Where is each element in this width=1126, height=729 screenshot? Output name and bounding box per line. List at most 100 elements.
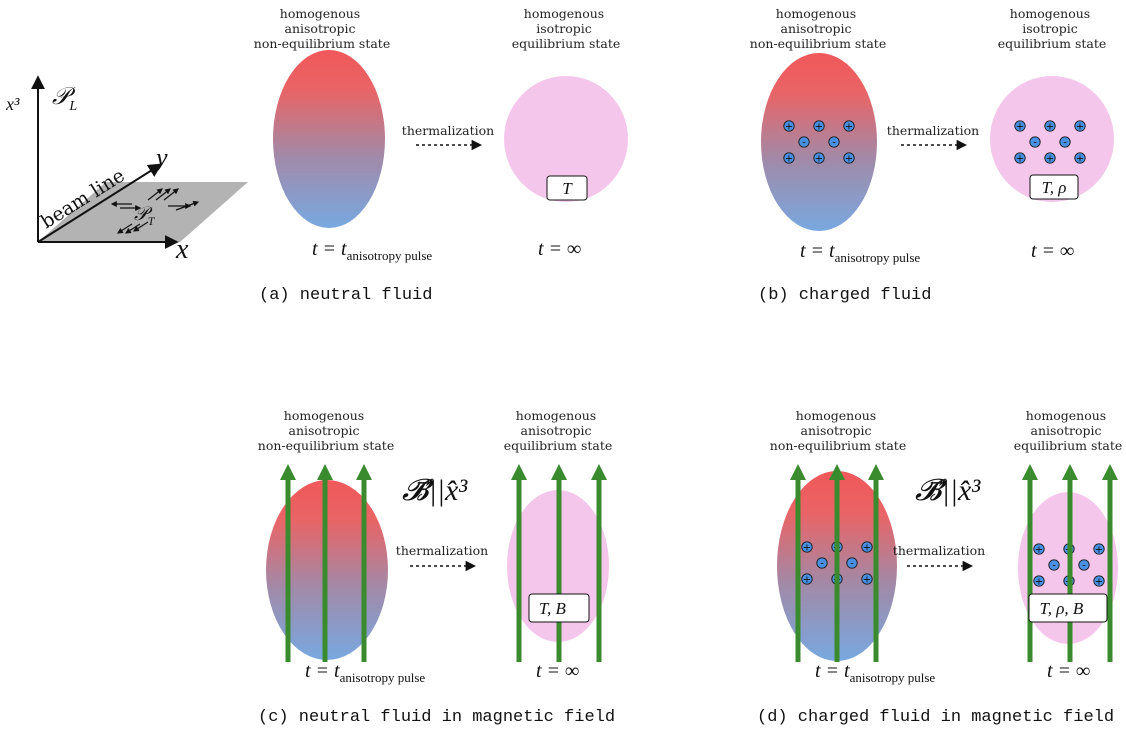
ion-sign-plus: + — [845, 154, 853, 165]
ion-sign-minus: - — [802, 138, 806, 149]
axis-label-y: y — [153, 143, 168, 172]
ion-sign-minus: - — [1052, 561, 1056, 572]
state-variables-box — [1029, 174, 1079, 200]
ion-sign-plus: + — [845, 122, 853, 133]
field-arrowhead — [790, 464, 806, 480]
coordinate-axes: x³ 𝒫L y x beam line 𝒫T — [5, 75, 248, 265]
equilibrium-fluid-circle — [504, 76, 628, 202]
ion-sign-plus: + — [803, 575, 811, 586]
ion-sign-plus: + — [1046, 122, 1054, 133]
positive-ion — [1074, 152, 1086, 164]
ion-sign-plus: + — [863, 575, 871, 586]
field-arrowhead — [551, 464, 567, 480]
right-state-label: homogenous isotropic equilibrium state — [998, 6, 1107, 51]
time-infinity-label: t = ∞ — [538, 238, 581, 260]
positive-ion — [1014, 152, 1026, 164]
ion-sign-plus: + — [1076, 154, 1084, 165]
panel-b: homogenous anisotropic non-equilibrium s… — [750, 6, 1114, 305]
field-arrowhead — [1102, 464, 1118, 480]
positive-ion — [783, 152, 795, 164]
ion-sign-plus: + — [1095, 577, 1103, 588]
positive-ion — [1093, 543, 1105, 555]
ion-sign-minus: - — [832, 138, 836, 149]
negative-ion — [1029, 136, 1041, 148]
field-arrowhead — [868, 464, 884, 480]
magnetic-field-label: 𝓑⃗||x̂³ — [402, 474, 468, 507]
thermalization-label: thermalization — [893, 543, 985, 558]
positive-ion — [861, 541, 873, 553]
negative-ion — [1059, 136, 1071, 148]
ion-sign-plus: + — [1016, 154, 1024, 165]
field-arrowhead — [829, 464, 845, 480]
equilibrium-fluid-circle — [990, 76, 1114, 202]
negative-ion — [1078, 559, 1090, 571]
time-infinity-label: t = ∞ — [536, 660, 579, 682]
ion-sign-plus: + — [803, 543, 811, 554]
ion-sign-plus: + — [815, 122, 823, 133]
transverse-plane — [38, 182, 248, 242]
magnetic-field-label: 𝓑⃗||x̂³ — [915, 474, 981, 507]
left-state-label: homogenous anisotropic non-equilibrium s… — [770, 408, 906, 453]
anisotropic-fluid-ellipse — [761, 53, 877, 231]
field-arrowhead — [591, 464, 607, 480]
field-arrowhead — [1022, 464, 1038, 480]
axis-label-x3: x³ — [5, 94, 20, 114]
panel-a: homogenous anisotropic non-equilibrium s… — [254, 6, 628, 305]
field-arrowhead — [356, 464, 372, 480]
ion-sign-minus: - — [1082, 561, 1086, 572]
panel-c: homogenous anisotropic non-equilibrium s… — [258, 408, 615, 727]
axis-label-PL: 𝒫L — [52, 84, 77, 114]
field-arrowhead — [280, 464, 296, 480]
ion-cluster: +++--+++ — [1014, 120, 1086, 165]
thermalization-label: thermalization — [402, 123, 494, 138]
axis-label-x: x — [175, 234, 189, 265]
time-pulse-label: t = tanisotropy pulse — [312, 238, 432, 263]
positive-ion — [843, 120, 855, 132]
field-arrowhead — [1062, 464, 1078, 480]
state-variables-text: T, B⃗ — [539, 599, 579, 618]
panel-caption: (b) charged fluid — [758, 286, 931, 305]
positive-ion — [1033, 575, 1045, 587]
ion-sign-plus: + — [1095, 545, 1103, 556]
right-state-label: homogenous anisotropic equilibrium state — [1014, 408, 1123, 453]
field-arrowhead — [511, 464, 527, 480]
ion-sign-plus: + — [1035, 577, 1043, 588]
time-infinity-label: t = ∞ — [1047, 660, 1090, 682]
right-state-label: homogenous isotropic equilibrium state — [512, 6, 621, 51]
panel-caption: (a) neutral fluid — [259, 286, 432, 305]
positive-ion — [1014, 120, 1026, 132]
positive-ion — [1093, 575, 1105, 587]
left-state-label: homogenous anisotropic non-equilibrium s… — [258, 408, 394, 453]
magnetic-field-lines — [280, 464, 372, 662]
positive-ion — [801, 573, 813, 585]
state-variables-text: T — [562, 179, 573, 198]
thermalization-label: thermalization — [887, 123, 979, 138]
left-state-label: homogenous anisotropic non-equilibrium s… — [750, 6, 886, 51]
ion-sign-plus: + — [815, 154, 823, 165]
negative-ion — [828, 136, 840, 148]
ion-sign-plus: + — [1076, 122, 1084, 133]
time-pulse-label: t = tanisotropy pulse — [815, 660, 935, 685]
panel-caption: (c) neutral fluid in magnetic field — [258, 708, 615, 727]
positive-ion — [801, 541, 813, 553]
positive-ion — [813, 152, 825, 164]
momentum-arrows — [110, 188, 200, 234]
ion-sign-minus: - — [1033, 138, 1037, 149]
positive-ion — [813, 120, 825, 132]
y-axis — [37, 163, 163, 243]
anisotropic-fluid-ellipse — [273, 50, 385, 228]
negative-ion — [816, 557, 828, 569]
negative-ion — [1048, 559, 1060, 571]
magnetic-field-lines — [1022, 464, 1118, 662]
panel-caption: (d) charged fluid in magnetic field — [757, 708, 1114, 727]
positive-ion — [1044, 152, 1056, 164]
state-variables-box — [1028, 593, 1108, 623]
positive-ion — [1044, 120, 1056, 132]
positive-ion — [861, 573, 873, 585]
magnetic-field-lines — [511, 464, 607, 662]
field-arrowhead — [317, 464, 333, 480]
state-variables-text: T, ρ, B⃗ — [1040, 599, 1097, 618]
positive-ion — [1033, 543, 1045, 555]
positive-ion — [783, 120, 795, 132]
left-state-label: homogenous anisotropic non-equilibrium s… — [254, 6, 390, 51]
